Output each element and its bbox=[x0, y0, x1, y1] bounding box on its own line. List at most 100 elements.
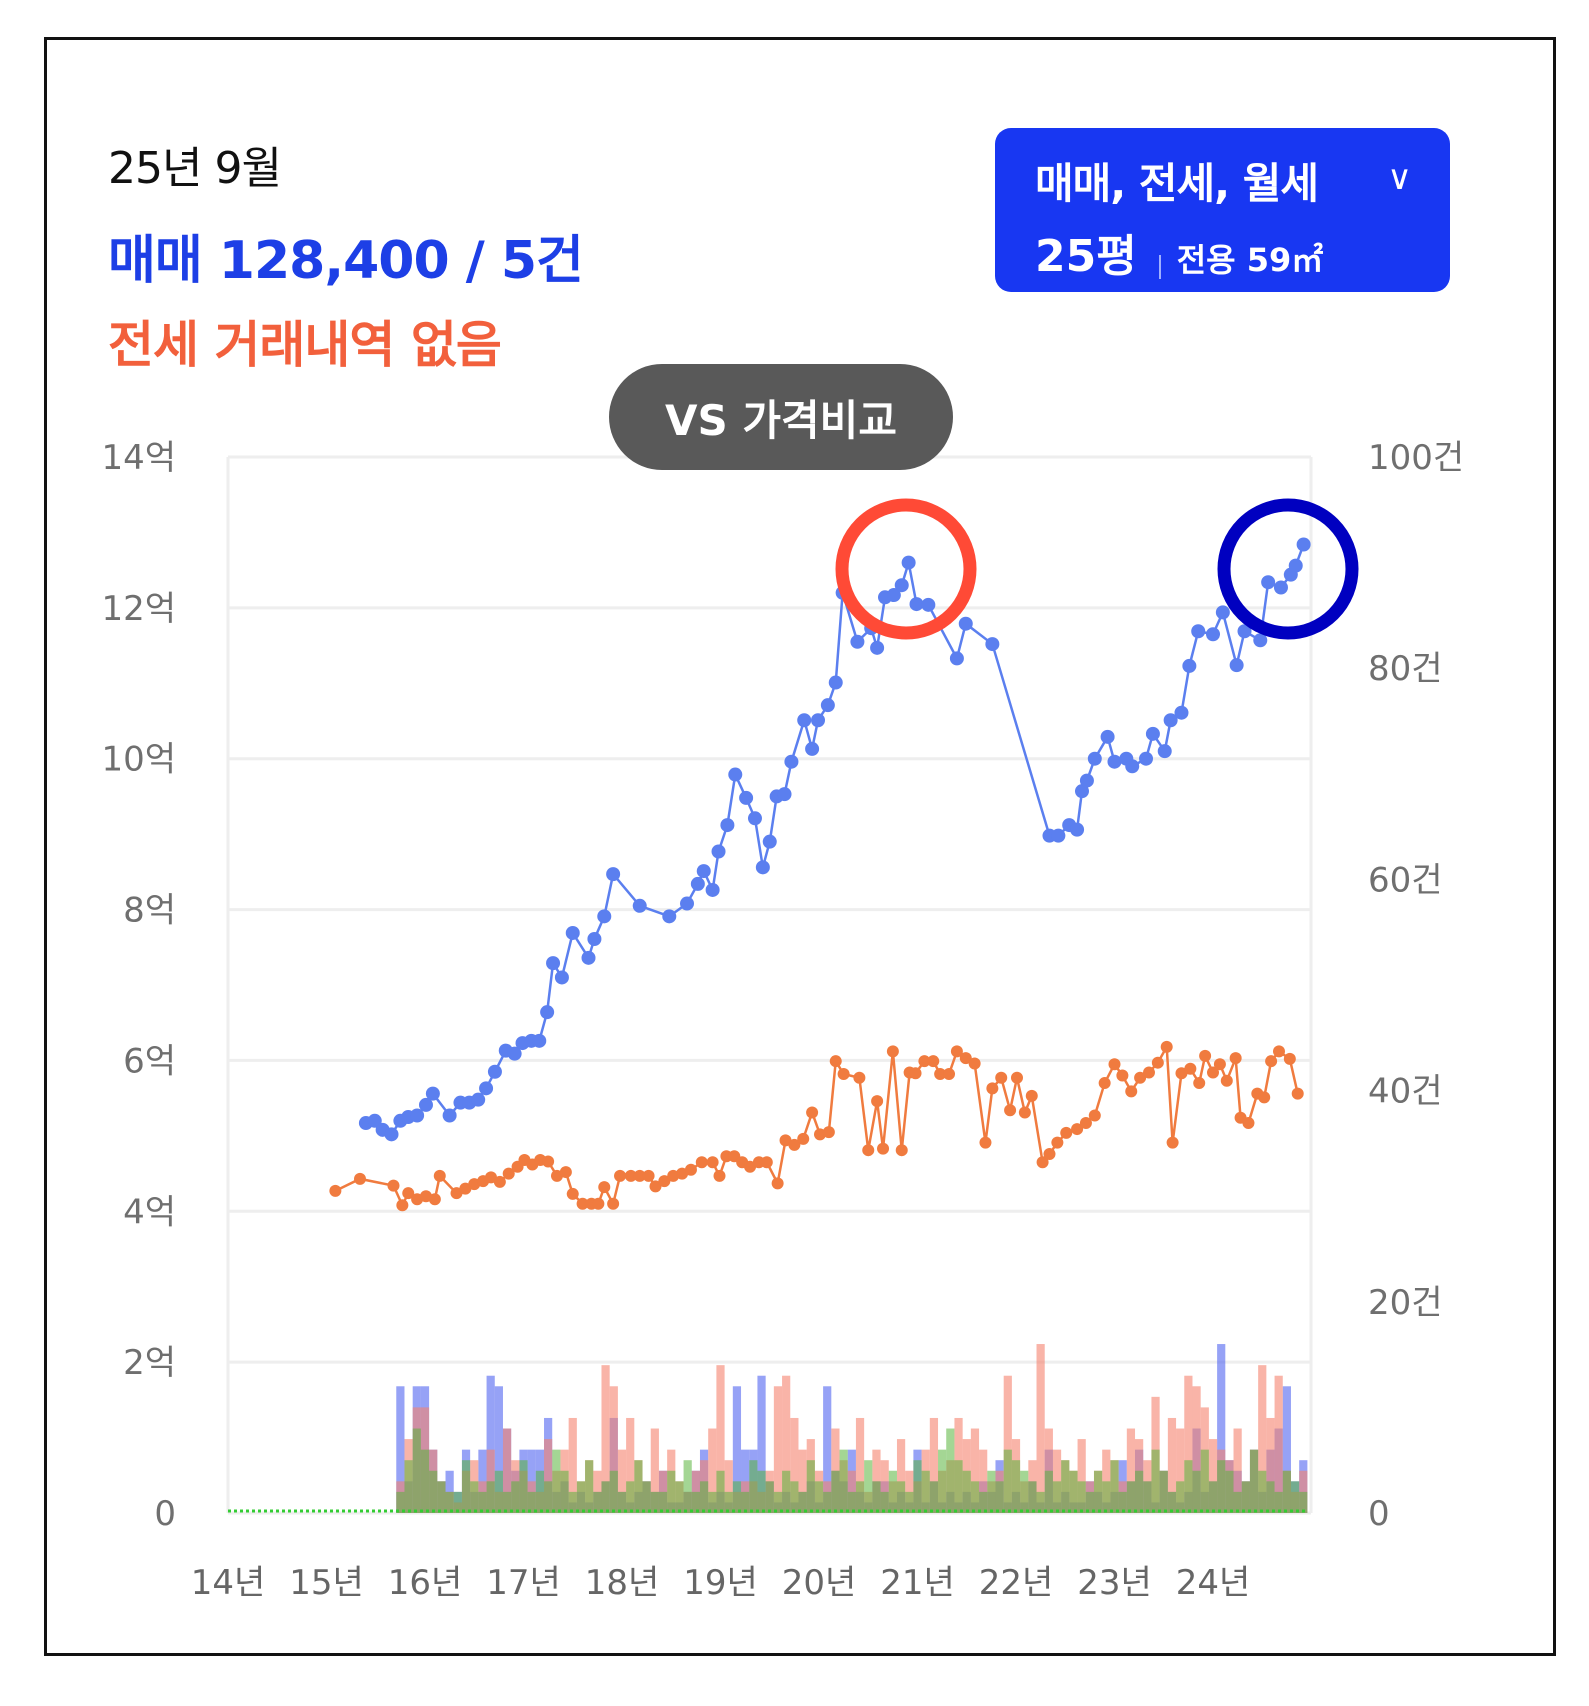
volume-bar bbox=[749, 1460, 758, 1513]
jeonse-point bbox=[1207, 1066, 1219, 1079]
sale-point bbox=[1237, 624, 1252, 639]
volume-bar bbox=[486, 1375, 495, 1513]
jeonse-point bbox=[1184, 1062, 1197, 1075]
volume-bar bbox=[708, 1491, 717, 1513]
volume-bar bbox=[609, 1470, 618, 1513]
sale-point bbox=[696, 864, 711, 879]
volume-bar bbox=[855, 1481, 865, 1513]
trade-type-filter-button[interactable]: 매매, 전세, 월세 ∨ 25평 전용 59㎡ bbox=[995, 128, 1450, 292]
volume-bar bbox=[1274, 1491, 1283, 1513]
volume-bar bbox=[724, 1491, 733, 1513]
jeonse-point bbox=[1283, 1052, 1296, 1065]
volume-bar bbox=[1200, 1449, 1209, 1513]
volume-bar bbox=[929, 1417, 939, 1513]
sale-point bbox=[1051, 828, 1066, 843]
jeonse-point bbox=[1134, 1071, 1147, 1084]
volume-bar bbox=[1159, 1470, 1168, 1513]
volume-bar bbox=[773, 1386, 783, 1513]
jeonse-point bbox=[1220, 1074, 1233, 1087]
jeonse-point bbox=[1166, 1136, 1179, 1149]
y2-tick-label: 60건 bbox=[1368, 860, 1443, 900]
volume-bar bbox=[1003, 1375, 1012, 1513]
volume-bar bbox=[1299, 1491, 1308, 1513]
volume-bar bbox=[798, 1449, 807, 1513]
volume-bar bbox=[962, 1470, 971, 1513]
volume-bar bbox=[675, 1481, 684, 1513]
sale-point bbox=[554, 970, 569, 985]
jeonse-point bbox=[598, 1181, 611, 1194]
sale-point bbox=[921, 597, 936, 612]
sale-point bbox=[581, 950, 596, 965]
sale-point bbox=[1229, 658, 1244, 673]
volume-bar bbox=[1217, 1460, 1226, 1513]
jeonse-point bbox=[433, 1169, 446, 1182]
jeonse-point bbox=[1213, 1058, 1226, 1071]
sale-point bbox=[410, 1108, 425, 1123]
y2-tick-label: 80건 bbox=[1368, 649, 1443, 689]
vs-price-compare-button[interactable]: VS 가격비교 bbox=[609, 364, 953, 470]
sale-point bbox=[384, 1127, 399, 1142]
jeonse-point bbox=[428, 1193, 441, 1206]
sale-point bbox=[811, 713, 826, 728]
x-tick-label: 21년 bbox=[880, 1563, 955, 1603]
sale-point bbox=[425, 1086, 440, 1101]
jeonse-point bbox=[542, 1155, 555, 1168]
volume-bar bbox=[634, 1460, 643, 1513]
x-tick-label: 24년 bbox=[1176, 1563, 1251, 1603]
volume-bar bbox=[437, 1481, 446, 1513]
volume-bar bbox=[1011, 1460, 1021, 1513]
volume-bar bbox=[1282, 1386, 1291, 1513]
volume-bar bbox=[1020, 1470, 1029, 1513]
volume-bar bbox=[519, 1460, 528, 1513]
volume-bar bbox=[535, 1470, 545, 1513]
volume-bar bbox=[1192, 1470, 1201, 1513]
volume-bar bbox=[814, 1481, 824, 1513]
y-tick-label: 0 bbox=[154, 1494, 176, 1534]
volume-bar bbox=[1241, 1481, 1250, 1513]
volume-bar bbox=[617, 1491, 627, 1513]
volume-bar bbox=[757, 1470, 766, 1513]
volume-bar bbox=[1274, 1375, 1283, 1513]
volume-bar bbox=[757, 1375, 766, 1513]
volume-bar bbox=[1282, 1470, 1291, 1513]
jeonse-point bbox=[788, 1138, 801, 1151]
sale-point bbox=[777, 787, 792, 802]
sale-point bbox=[1100, 729, 1115, 744]
sale-point bbox=[784, 754, 799, 769]
volume-bar bbox=[1266, 1481, 1275, 1513]
volume-bar bbox=[658, 1491, 668, 1513]
jeonse-point bbox=[797, 1132, 810, 1145]
jeonse-point bbox=[614, 1169, 627, 1182]
volume-bar bbox=[716, 1470, 725, 1513]
y2-tick-label: 20건 bbox=[1368, 1283, 1443, 1323]
volume-bar bbox=[527, 1491, 536, 1513]
x-tick-label: 14년 bbox=[191, 1563, 266, 1603]
volume-bar bbox=[404, 1460, 413, 1513]
sale-summary: 매매 128,400 / 5건 bbox=[108, 231, 584, 291]
volume-bar bbox=[1126, 1481, 1136, 1513]
volume-bar bbox=[896, 1439, 906, 1513]
jeonse-point bbox=[1043, 1147, 1056, 1160]
x-tick-label: 19년 bbox=[683, 1563, 758, 1603]
sale-point bbox=[958, 616, 973, 631]
volume-bar bbox=[576, 1481, 586, 1513]
jeonse-point bbox=[450, 1187, 463, 1200]
volume-bar bbox=[938, 1449, 947, 1513]
jeonse-point bbox=[806, 1106, 819, 1119]
volume-bar bbox=[445, 1491, 454, 1513]
volume-bar bbox=[1184, 1375, 1193, 1513]
volume-bar bbox=[741, 1491, 750, 1513]
y-tick-label: 8억 bbox=[123, 891, 176, 931]
jeonse-point bbox=[986, 1082, 999, 1095]
jeonse-point bbox=[353, 1172, 366, 1185]
sale-point bbox=[894, 578, 909, 593]
volume-bar bbox=[1069, 1470, 1078, 1513]
volume-bar bbox=[1028, 1481, 1037, 1513]
jeonse-point bbox=[862, 1144, 875, 1157]
jeonse-point bbox=[877, 1142, 890, 1155]
jeonse-point bbox=[968, 1057, 981, 1070]
volume-bar bbox=[1143, 1481, 1152, 1513]
volume-bar bbox=[568, 1491, 577, 1513]
volume-bar bbox=[1077, 1481, 1086, 1513]
volume-bar bbox=[995, 1481, 1004, 1513]
